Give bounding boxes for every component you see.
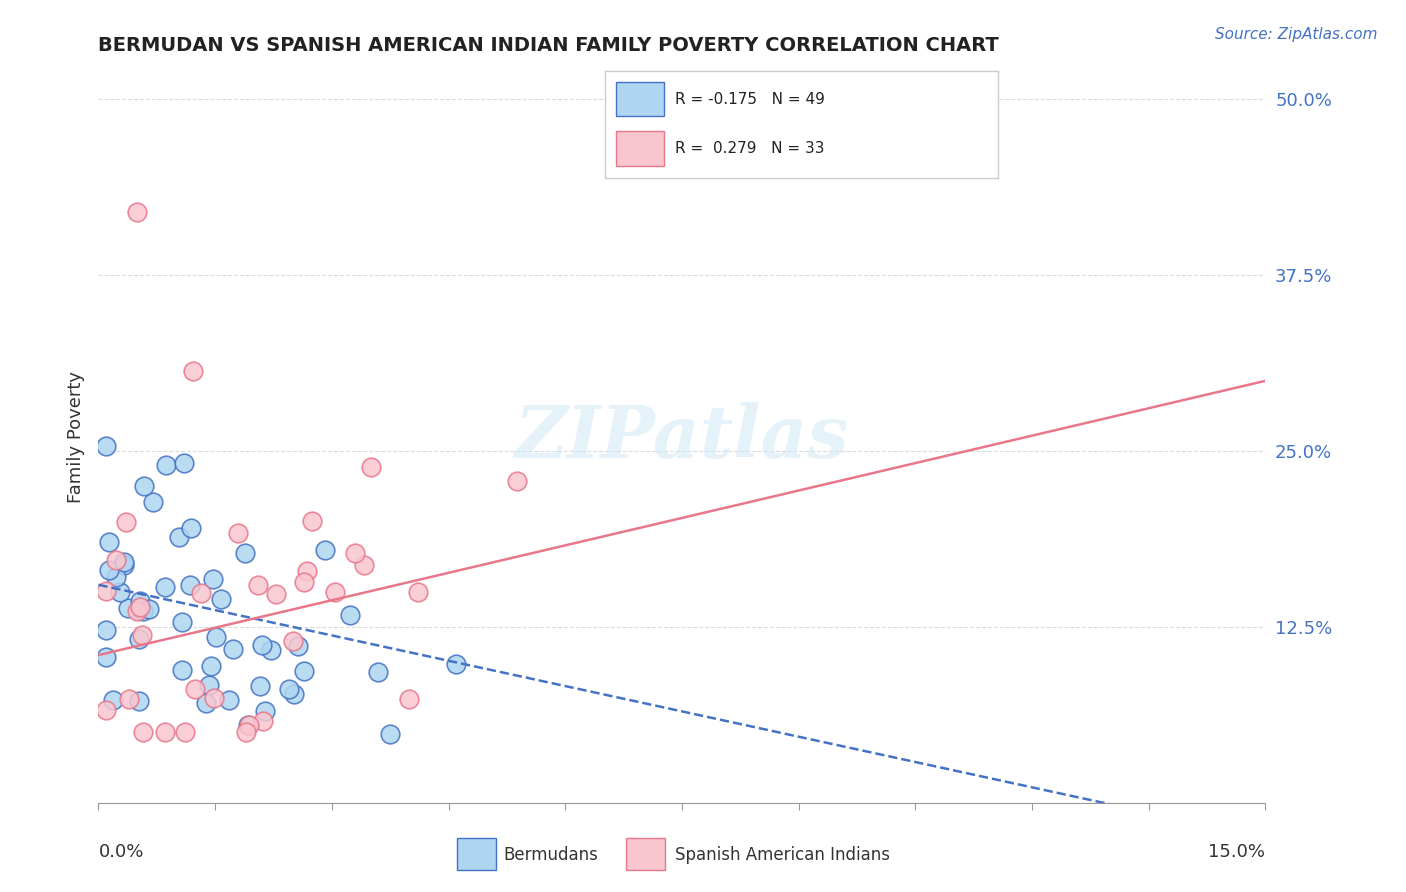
Point bbox=[128, 632, 150, 646]
Point bbox=[398, 692, 420, 706]
Point bbox=[252, 638, 274, 652]
Point bbox=[233, 546, 256, 560]
Point bbox=[209, 591, 232, 606]
Point bbox=[204, 630, 226, 644]
Point bbox=[297, 565, 319, 579]
Point bbox=[131, 627, 153, 641]
Bar bbox=[616, 82, 664, 116]
Point bbox=[125, 604, 148, 618]
Point bbox=[132, 725, 155, 739]
Point bbox=[98, 563, 121, 577]
Point bbox=[249, 679, 271, 693]
Point bbox=[117, 691, 139, 706]
Point bbox=[254, 704, 277, 718]
Point bbox=[180, 521, 202, 535]
Point bbox=[444, 657, 467, 671]
Point bbox=[202, 573, 225, 587]
Point bbox=[179, 578, 201, 592]
Point bbox=[128, 600, 150, 615]
Bar bbox=[616, 131, 664, 166]
Point bbox=[278, 682, 301, 697]
Point bbox=[360, 460, 382, 475]
Point bbox=[283, 687, 305, 701]
Point bbox=[117, 601, 139, 615]
Point bbox=[325, 585, 347, 599]
Point bbox=[343, 546, 366, 560]
Text: Source: ZipAtlas.com: Source: ZipAtlas.com bbox=[1215, 27, 1378, 42]
Point bbox=[222, 641, 245, 656]
Point bbox=[96, 650, 118, 665]
Point bbox=[155, 458, 177, 472]
Point bbox=[202, 690, 225, 705]
Text: R = -0.175   N = 49: R = -0.175 N = 49 bbox=[675, 92, 825, 107]
Point bbox=[236, 718, 259, 732]
Point bbox=[506, 474, 529, 488]
Point bbox=[314, 543, 336, 558]
Point bbox=[96, 624, 118, 638]
Point bbox=[105, 570, 128, 584]
Point bbox=[200, 659, 222, 673]
Point bbox=[138, 601, 160, 615]
Text: ZIPatlas: ZIPatlas bbox=[515, 401, 849, 473]
Point bbox=[174, 725, 197, 739]
Point bbox=[238, 717, 260, 731]
Point bbox=[115, 516, 138, 530]
Text: Bermudans: Bermudans bbox=[503, 846, 598, 863]
Point bbox=[246, 578, 269, 592]
Point bbox=[153, 580, 176, 594]
Point bbox=[172, 615, 194, 630]
Point bbox=[132, 604, 155, 618]
Point bbox=[108, 585, 131, 599]
Point bbox=[259, 642, 281, 657]
Text: R =  0.279   N = 33: R = 0.279 N = 33 bbox=[675, 141, 825, 156]
Point bbox=[287, 639, 309, 653]
Point bbox=[339, 607, 361, 622]
Point bbox=[198, 678, 221, 692]
Point bbox=[96, 583, 118, 598]
Point bbox=[292, 574, 315, 589]
Text: Spanish American Indians: Spanish American Indians bbox=[675, 846, 890, 863]
Text: BERMUDAN VS SPANISH AMERICAN INDIAN FAMILY POVERTY CORRELATION CHART: BERMUDAN VS SPANISH AMERICAN INDIAN FAMI… bbox=[98, 36, 1000, 54]
Point bbox=[128, 693, 150, 707]
Point bbox=[134, 479, 156, 493]
Point bbox=[112, 555, 135, 569]
Point bbox=[235, 725, 257, 739]
Point bbox=[96, 703, 118, 717]
Point bbox=[184, 681, 207, 696]
Point bbox=[292, 664, 315, 678]
Point bbox=[98, 535, 121, 549]
Point bbox=[378, 727, 401, 741]
Point bbox=[129, 594, 152, 608]
Point bbox=[406, 584, 429, 599]
Point bbox=[190, 585, 212, 599]
Point bbox=[226, 525, 249, 540]
Point bbox=[301, 514, 323, 528]
Point bbox=[96, 439, 118, 453]
Point bbox=[167, 530, 190, 544]
Text: 0.0%: 0.0% bbox=[98, 843, 143, 861]
Y-axis label: Family Poverty: Family Poverty bbox=[66, 371, 84, 503]
Point bbox=[194, 696, 217, 710]
Point bbox=[218, 692, 240, 706]
Point bbox=[252, 714, 274, 728]
Text: 15.0%: 15.0% bbox=[1208, 843, 1265, 861]
Point bbox=[142, 495, 165, 509]
Point bbox=[183, 363, 205, 377]
Point bbox=[283, 634, 305, 648]
Point bbox=[153, 725, 176, 739]
Point bbox=[367, 665, 389, 679]
Point bbox=[127, 205, 149, 219]
Point bbox=[112, 558, 135, 572]
Point bbox=[101, 693, 124, 707]
Point bbox=[173, 456, 195, 470]
Point bbox=[104, 553, 127, 567]
Point bbox=[353, 558, 375, 572]
Point bbox=[172, 663, 194, 677]
Point bbox=[264, 587, 287, 601]
